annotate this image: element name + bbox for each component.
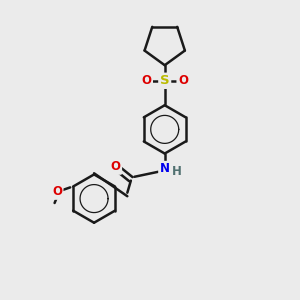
Text: O: O [142, 74, 152, 87]
Text: O: O [110, 160, 121, 173]
Text: H: H [172, 165, 182, 178]
Text: O: O [52, 185, 62, 198]
Text: O: O [178, 74, 188, 87]
Text: S: S [160, 74, 169, 87]
Text: N: N [160, 162, 170, 175]
